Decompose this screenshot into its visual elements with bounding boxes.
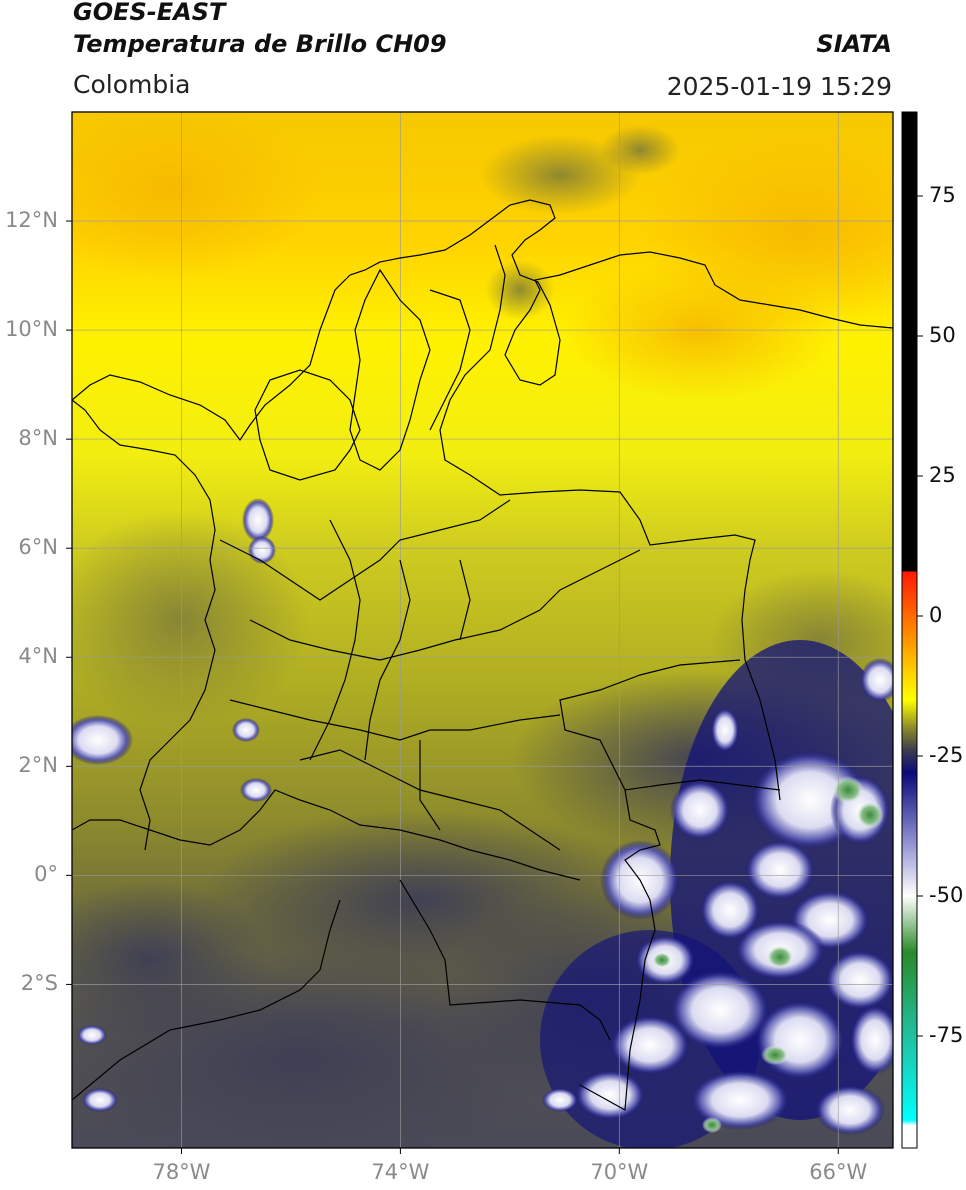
internal-8 <box>309 519 361 761</box>
lat-tick-label: 2°N <box>18 753 58 778</box>
border-peru-ecuador <box>399 879 611 1041</box>
internal-2 <box>349 268 431 471</box>
timestamp-label: 2025-01-19 15:29 <box>666 72 892 101</box>
lon-tick-label: 66°W <box>809 1160 868 1184</box>
colorbar-tick-label: 0 <box>929 603 943 627</box>
lat-tick-label: 6°N <box>18 535 58 560</box>
lon-tick-label: 74°W <box>371 1160 430 1184</box>
coastline-pacific <box>72 399 216 851</box>
borders <box>72 199 893 1111</box>
internal-3 <box>429 289 471 431</box>
colorbar <box>901 111 918 1149</box>
lat-tick-label: 8°N <box>18 426 58 451</box>
border-south <box>579 789 661 1111</box>
colorbar-tick-marks <box>917 195 923 1037</box>
internal-4 <box>219 499 511 601</box>
colorbar-tick-label: 50 <box>929 323 956 347</box>
lon-tick-label: 78°W <box>152 1160 211 1184</box>
lat-tick-label: 4°N <box>18 644 58 669</box>
border-colombia-brazil <box>559 659 781 791</box>
colorbar-tick-label: 25 <box>929 463 956 487</box>
region-label: Colombia <box>73 70 191 99</box>
lat-tick-label: 10°N <box>5 317 58 342</box>
map-gridlines <box>72 112 893 1148</box>
colorbar-tick-label: -50 <box>929 883 964 907</box>
border-colombia-venezuela <box>439 244 781 801</box>
lat-tick-label: 12°N <box>5 208 58 233</box>
internal-1 <box>254 369 361 481</box>
lon-tick-label: 70°W <box>590 1160 649 1184</box>
product-title: Temperatura de Brillo CH09 <box>73 30 447 58</box>
internal-6 <box>229 699 561 741</box>
map-frame <box>71 111 894 1149</box>
brightness-temperature-field <box>72 112 893 1148</box>
colorbar-tick-label: -75 <box>929 1023 964 1047</box>
internal-7 <box>299 749 561 851</box>
border-peru-brazil-south <box>72 899 341 1101</box>
lat-tick-label: 2°S <box>20 971 58 996</box>
lat-tick-label: 0° <box>34 862 58 887</box>
satellite-title: GOES-EAST <box>73 0 226 26</box>
colorbar-tick-label: -25 <box>929 743 964 767</box>
internal-11 <box>419 740 441 831</box>
colorbar-tick-label: 75 <box>929 183 956 207</box>
coastline-caribbean <box>72 199 893 442</box>
lon-tick-marks <box>180 1148 839 1154</box>
border-colombia-peru <box>72 789 581 881</box>
internal-9 <box>364 559 411 761</box>
internal-5 <box>249 549 641 661</box>
source-label: SIATA <box>816 30 892 58</box>
internal-10 <box>459 559 471 641</box>
lat-tick-marks <box>66 220 72 985</box>
